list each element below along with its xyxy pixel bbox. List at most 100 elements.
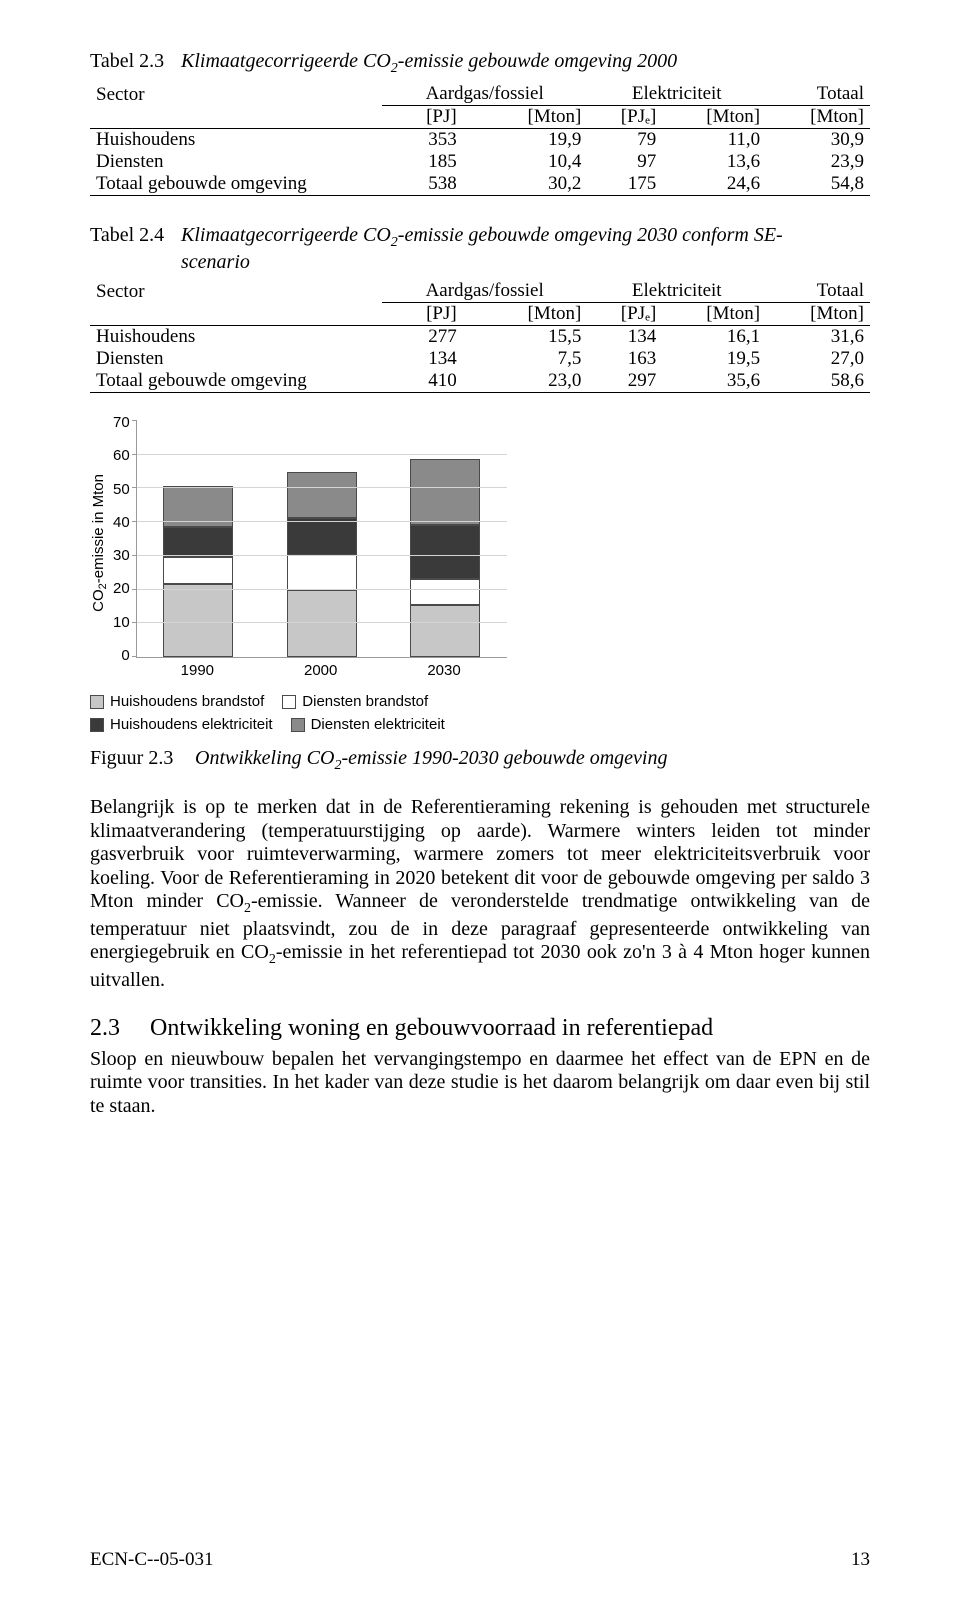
legend-item: Diensten elektriciteit [291,716,445,733]
seg-huis_elek [163,527,233,557]
cell: 297 [587,370,662,393]
ytick-label: 30 [113,547,130,564]
figure-label: Figuur 2.3 [90,747,190,770]
table-row: Huishoudens27715,513416,131,6 [90,326,870,349]
ytick-label: 40 [113,514,130,531]
seg-diensten_brand [163,557,233,584]
table24: Sector Aardgas/fossiel Elektriciteit Tot… [90,280,870,393]
footer-right: 13 [851,1549,870,1571]
table24-u2: [PJₑ] [587,303,662,326]
row-label: Diensten [90,348,382,370]
cell: 31,6 [766,326,870,349]
table24-u1: [Mton] [463,303,588,326]
row-label: Totaal gebouwde omgeving [90,173,382,196]
xtick-label: 1990 [162,662,232,679]
legend-label: Huishoudens brandstof [110,693,264,710]
cell: 7,5 [463,348,588,370]
page-footer: ECN-C--05-031 13 [90,1549,870,1571]
table23-h-group1: Aardgas/fossiel [382,83,587,106]
ytick-label: 70 [113,414,130,431]
cell: 54,8 [766,173,870,196]
xtick-label: 2030 [409,662,479,679]
legend-swatch [291,718,305,732]
legend-label: Huishoudens elektriciteit [110,716,273,733]
cell: 27,0 [766,348,870,370]
legend-label: Diensten brandstof [302,693,428,710]
seg-huis_brand [163,584,233,657]
table23-caption: Klimaatgecorrigeerde CO2-emissie gebouwd… [181,50,831,77]
seg-diensten_elek [410,459,480,525]
cell: 13,6 [662,151,766,173]
table23-u3: [Mton] [662,106,766,129]
bar-2000 [287,472,357,657]
seg-huis_elek [410,525,480,579]
cell: 19,9 [463,129,588,152]
cell: 15,5 [463,326,588,349]
table23-u1: [Mton] [463,106,588,129]
cell: 10,4 [463,151,588,173]
cell: 58,6 [766,370,870,393]
cell: 538 [382,173,463,196]
cell: 185 [382,151,463,173]
table23-h-group3: Totaal [766,83,870,106]
seg-diensten_elek [287,472,357,518]
table23-h-sector: Sector [90,83,382,106]
seg-huis_brand [410,605,480,657]
cell: 35,6 [662,370,766,393]
ytick-label: 20 [113,580,130,597]
cell: 24,6 [662,173,766,196]
table24-h-group1: Aardgas/fossiel [382,280,587,303]
row-label: Huishoudens [90,129,382,152]
table23-title: Tabel 2.3 Klimaatgecorrigeerde CO2-emiss… [90,50,870,77]
cell: 23,0 [463,370,588,393]
cell: 410 [382,370,463,393]
cell: 79 [587,129,662,152]
bar-1990 [163,486,233,657]
chart-xticks: 1990 2000 2030 [136,662,506,679]
legend-item: Huishoudens elektriciteit [90,716,273,733]
table-row: Totaal gebouwde omgeving53830,217524,654… [90,173,870,196]
xtick-label: 2000 [286,662,356,679]
seg-huis_brand [287,590,357,657]
table23-u2: [PJₑ] [587,106,662,129]
cell: 19,5 [662,348,766,370]
cell: 134 [587,326,662,349]
table24-u4: [Mton] [766,303,870,326]
table-row: Diensten1347,516319,527,0 [90,348,870,370]
row-label: Huishoudens [90,326,382,349]
table23-body: Huishoudens35319,97911,030,9Diensten1851… [90,129,870,196]
legend-swatch [282,695,296,709]
table24-h-sector: Sector [90,280,382,303]
seg-diensten_brand [287,555,357,590]
table24-body: Huishoudens27715,513416,131,6Diensten134… [90,326,870,393]
table24-u0: [PJ] [382,303,463,326]
section-title: Ontwikkeling woning en gebouwvoorraad in… [150,1015,713,1041]
footer-left: ECN-C--05-031 [90,1549,213,1571]
cell: 97 [587,151,662,173]
chart-plot [136,421,507,658]
row-label: Diensten [90,151,382,173]
chart-ylabel: CO2-emissie in Mton [90,474,109,612]
table23: Sector Aardgas/fossiel Elektriciteit Tot… [90,83,870,196]
chart-yticks: 706050403020100 [113,414,130,664]
table23-u0: [PJ] [382,106,463,129]
table23-label: Tabel 2.3 [90,50,176,73]
figure-caption: Figuur 2.3 Ontwikkeling CO2-emissie 1990… [90,747,870,774]
paragraph-1: Belangrijk is op te merken dat in de Ref… [90,796,870,993]
cell: 30,2 [463,173,588,196]
cell: 277 [382,326,463,349]
figure-text: Ontwikkeling CO2-emissie 1990-2030 gebou… [195,747,667,774]
table23-h-group2: Elektriciteit [587,83,766,106]
cell: 16,1 [662,326,766,349]
ytick-label: 0 [113,647,130,664]
ytick-label: 50 [113,481,130,498]
legend-item: Diensten brandstof [282,693,428,710]
cell: 175 [587,173,662,196]
table23-u4: [Mton] [766,106,870,129]
legend-label: Diensten elektriciteit [311,716,445,733]
table24-title: Tabel 2.4 Klimaatgecorrigeerde CO2-emiss… [90,224,870,274]
section-number: 2.3 [90,1015,144,1042]
cell: 163 [587,348,662,370]
paragraph-2: Sloop en nieuwbouw bepalen het vervangin… [90,1048,870,1119]
table-row: Totaal gebouwde omgeving41023,029735,658… [90,370,870,393]
